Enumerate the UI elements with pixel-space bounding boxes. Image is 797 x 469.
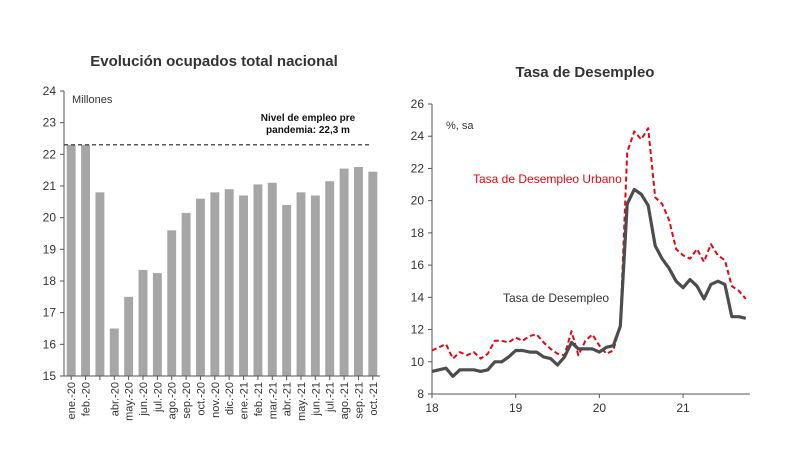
bar-chart-unit-label: Millones xyxy=(72,94,113,106)
line-chart-unit-label: %, sa xyxy=(446,120,474,132)
series-line-urban-unemployment xyxy=(431,127,747,360)
bar-chart-bars xyxy=(66,144,378,376)
bar xyxy=(354,167,363,376)
line-chart-x-axis: 18 19 20 21 xyxy=(425,394,690,415)
line-x-tick-label: 20 xyxy=(593,401,607,415)
bar-x-tick-label: feb.-21 xyxy=(253,382,265,416)
bar-x-tick-label: abr.-21 xyxy=(282,382,294,416)
line-y-tick-label: 10 xyxy=(411,355,425,369)
bar xyxy=(267,182,277,376)
bar xyxy=(296,192,306,376)
line-y-tick-label: 18 xyxy=(411,226,425,240)
line-y-tick-label: 12 xyxy=(411,323,425,337)
bar xyxy=(95,192,105,376)
reference-label-line2: pandemia: 22,3 m xyxy=(266,125,350,136)
line-x-tick-label: 18 xyxy=(425,401,439,415)
bar-y-tick-label: 20 xyxy=(43,211,57,225)
bar-x-tick-label: ago.-21 xyxy=(339,382,351,419)
line-x-tick-label: 19 xyxy=(509,401,523,415)
line-y-tick-label: 24 xyxy=(411,129,425,143)
bar xyxy=(167,230,177,376)
bar-x-tick-label: abr.-20 xyxy=(109,382,121,416)
bar-x-tick-label: sep.-20 xyxy=(181,382,193,419)
bar-x-tick-label: feb.-20 xyxy=(81,382,93,416)
bar-x-tick-label: jun.-21 xyxy=(310,382,322,417)
bar xyxy=(325,181,335,376)
line-y-tick-label: 8 xyxy=(417,387,424,401)
bar-chart-y-axis: 15 16 17 18 19 20 21 22 23 24 xyxy=(43,84,64,383)
bar-y-tick-label: 19 xyxy=(43,242,57,256)
bar-chart-axes xyxy=(63,91,380,377)
line-y-tick-label: 20 xyxy=(411,194,425,208)
bar xyxy=(81,144,90,376)
bar-y-tick-label: 16 xyxy=(43,337,57,351)
series-label-national: Tasa de Desempleo xyxy=(503,291,609,305)
bar-y-tick-label: 17 xyxy=(43,306,57,320)
bar-x-tick-label: oct.-21 xyxy=(368,382,380,416)
bar-chart-x-axis: ene.-20 feb.-20 abr.-20 may.-20 jun.-20 jul.-… xyxy=(66,376,380,421)
bar xyxy=(138,269,148,376)
bar xyxy=(181,212,191,376)
line-chart-title: Tasa de Desempleo xyxy=(516,64,655,81)
line-y-tick-label: 26 xyxy=(411,97,425,111)
series-line-unemployment xyxy=(431,187,747,378)
line-chart-y-axis: 8 10 12 14 16 18 20 22 24 26 xyxy=(411,97,432,401)
bar xyxy=(239,195,248,376)
bar-y-tick-label: 21 xyxy=(43,179,57,193)
bar-x-tick-label: mar.-21 xyxy=(267,382,279,419)
bar xyxy=(196,198,205,376)
line-x-tick-label: 21 xyxy=(676,401,690,415)
series-label-urban: Tasa de Desempleo Urbano xyxy=(473,172,622,186)
line-y-tick-label: 14 xyxy=(411,290,425,304)
bar-x-tick-label: dic.-20 xyxy=(224,382,236,415)
bar xyxy=(66,144,76,376)
employment-bar-chart: Evolución ocupados total nacional Millon… xyxy=(43,53,380,421)
bar-y-tick-label: 18 xyxy=(43,274,57,288)
bar xyxy=(310,195,320,376)
bar xyxy=(109,328,119,376)
line-y-tick-label: 22 xyxy=(411,161,425,175)
bar-x-tick-label: jun.-20 xyxy=(138,382,150,417)
bar-y-tick-label: 22 xyxy=(43,147,57,161)
bar-x-tick-label: ago.-20 xyxy=(167,382,179,419)
line-chart-series xyxy=(431,127,747,378)
bar-chart-title: Evolución ocupados total nacional xyxy=(90,53,338,70)
bar-x-tick-label: jul.-21 xyxy=(325,382,337,413)
bar-x-tick-label: may.-21 xyxy=(296,382,308,421)
bar-x-tick-label: ene.-21 xyxy=(239,382,251,419)
bar xyxy=(368,171,378,376)
line-y-tick-label: 16 xyxy=(411,258,425,272)
bar xyxy=(282,205,292,376)
bar-x-tick-label: ene.-20 xyxy=(66,382,78,419)
bar xyxy=(152,273,162,376)
bar-x-tick-label: sep.-21 xyxy=(353,382,365,419)
bar-x-tick-label: may.-20 xyxy=(124,382,136,421)
line-chart-axes xyxy=(431,104,750,395)
bar xyxy=(210,192,220,376)
bar-y-tick-label: 24 xyxy=(43,84,57,98)
bar xyxy=(339,168,349,376)
bar xyxy=(253,184,263,376)
bar xyxy=(224,189,234,376)
bar-x-tick-label: jul.-20 xyxy=(152,382,164,413)
bar-x-tick-label: nov.-20 xyxy=(210,382,222,418)
bar-y-tick-label: 23 xyxy=(43,116,57,130)
reference-label-line1: Nivel de empleo pre xyxy=(261,113,356,124)
bar xyxy=(124,296,134,376)
unemployment-line-chart: Tasa de Desempleo %, sa 8 10 12 14 16 18 20 22 2… xyxy=(411,64,750,415)
bar-x-tick-label: oct.-20 xyxy=(195,382,207,416)
bar-y-tick-label: 15 xyxy=(43,369,57,383)
